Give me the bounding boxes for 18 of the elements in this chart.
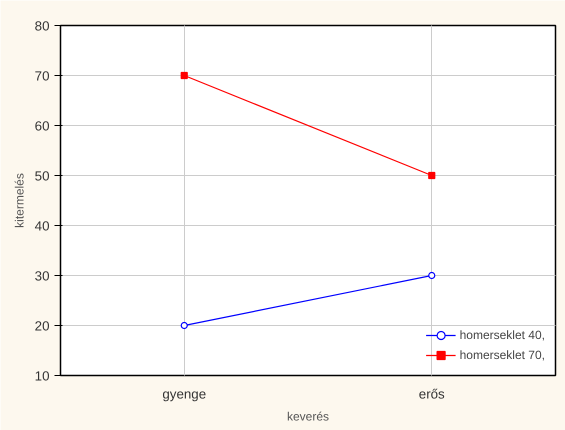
y-tick-label: 50: [34, 168, 50, 184]
point: [428, 272, 436, 280]
y-tick-label: 20: [34, 318, 50, 334]
y-tick-label: 40: [34, 218, 50, 234]
x-tick-label: erős: [418, 386, 446, 402]
y-tick-label: 70: [34, 68, 50, 84]
x-axis-title: keverés: [286, 410, 330, 424]
point: [180, 322, 188, 330]
point: [428, 172, 436, 180]
y-tick-label: 60: [34, 118, 50, 134]
legend-label: homerseklet 70,: [460, 348, 545, 362]
x-tick-label: gyenge: [162, 386, 206, 402]
legend-label: homerseklet 40,: [460, 328, 545, 342]
y-axis-title: kitermelés: [12, 173, 27, 228]
y-tick-label: 10: [34, 368, 50, 384]
y-tick-label: 80: [34, 18, 50, 34]
y-tick-label: 30: [34, 268, 50, 284]
point: [180, 72, 188, 80]
